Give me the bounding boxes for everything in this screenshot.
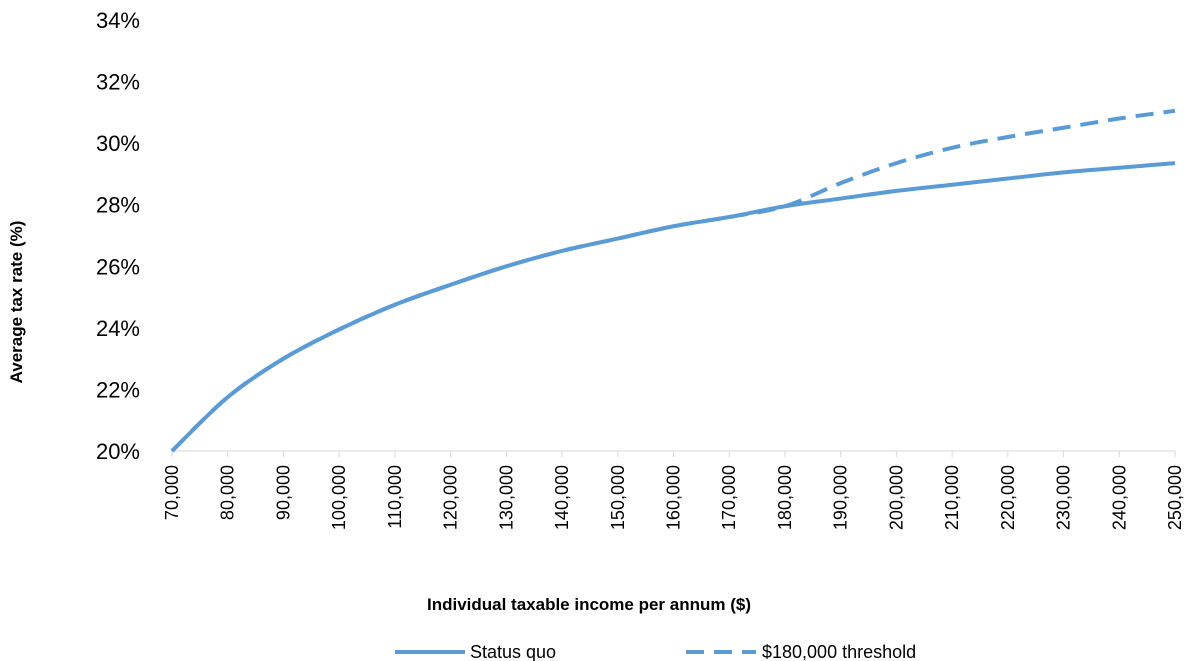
- x-tick-label: 70,000: [162, 465, 182, 520]
- series-line-status-quo: [170, 161, 1176, 453]
- x-tick-label: 180,000: [775, 465, 795, 530]
- x-tick-label: 90,000: [273, 465, 293, 520]
- y-tick-label: 30%: [96, 131, 140, 156]
- x-tick-label: 250,000: [1165, 465, 1185, 530]
- y-tick-label: 24%: [96, 316, 140, 341]
- x-tick-label: 170,000: [719, 465, 739, 530]
- series-line-threshold: [170, 108, 1176, 453]
- x-tick-label: 240,000: [1109, 465, 1129, 530]
- x-tick-label: 150,000: [608, 465, 628, 530]
- x-tick-label: 190,000: [831, 465, 851, 530]
- y-tick-label: 26%: [96, 254, 140, 279]
- legend: Status quo $180,000 threshold: [395, 642, 916, 661]
- x-axis-ticks: 70,000 80,000 90,000 100,000 110,000 120,000 1…: [162, 465, 1185, 530]
- legend-label: Status quo: [470, 642, 556, 661]
- legend-label: $180,000 threshold: [762, 642, 916, 661]
- x-tick-label: 210,000: [942, 465, 962, 530]
- x-tick-label: 160,000: [664, 465, 684, 530]
- y-axis-title: Average tax rate (%): [7, 221, 26, 384]
- y-tick-label: 22%: [96, 377, 140, 402]
- x-tick-label: 100,000: [329, 465, 349, 530]
- x-axis-title: Individual taxable income per annum ($): [427, 595, 751, 614]
- x-axis: [171, 450, 1176, 457]
- series-lines: [170, 108, 1176, 453]
- x-tick-label: 140,000: [552, 465, 572, 530]
- y-tick-label: 34%: [96, 8, 140, 33]
- x-tick-label: 200,000: [886, 465, 906, 530]
- x-tick-label: 120,000: [441, 465, 461, 530]
- y-axis-ticks: 20% 22% 24% 26% 28% 30% 32% 34%: [96, 8, 140, 464]
- y-tick-label: 20%: [96, 439, 140, 464]
- x-tick-label: 230,000: [1054, 465, 1074, 530]
- x-tick-label: 110,000: [385, 465, 405, 529]
- x-tick-label: 130,000: [496, 465, 516, 530]
- y-tick-label: 32%: [96, 70, 140, 95]
- x-tick-label: 80,000: [218, 465, 238, 520]
- x-tick-label: 220,000: [998, 465, 1018, 530]
- y-tick-label: 28%: [96, 193, 140, 218]
